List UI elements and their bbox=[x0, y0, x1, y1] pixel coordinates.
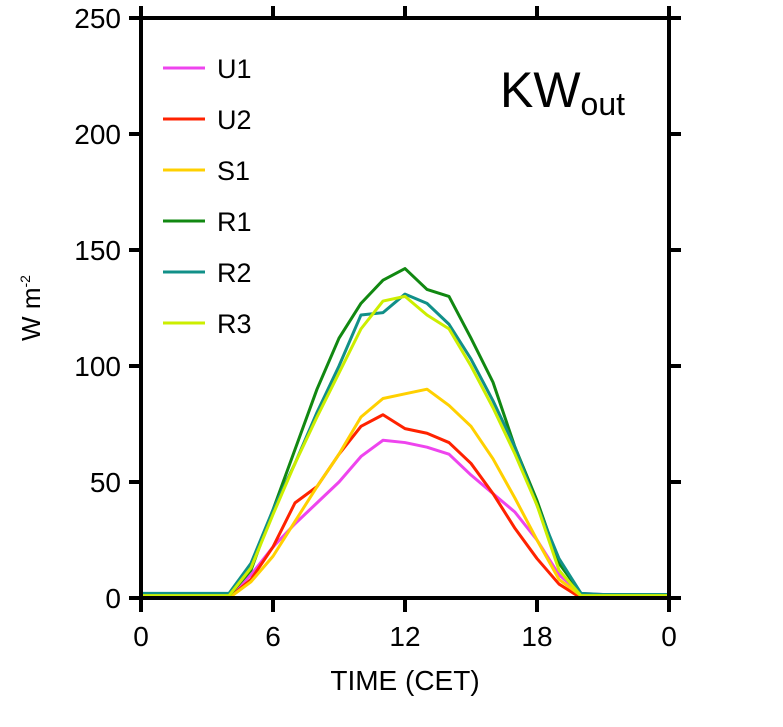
y-tick-label: 150 bbox=[74, 235, 121, 266]
legend-label-S1: S1 bbox=[217, 156, 250, 186]
y-tick-label: 50 bbox=[90, 467, 121, 498]
x-tick-label: 18 bbox=[521, 621, 552, 652]
x-tick-label: 0 bbox=[661, 621, 677, 652]
x-axis-label: TIME (CET) bbox=[330, 665, 479, 696]
y-axis-label: W m-2 bbox=[16, 275, 46, 341]
chart-title: KWout bbox=[500, 62, 625, 122]
y-tick-label: 250 bbox=[74, 3, 121, 34]
legend-label-R2: R2 bbox=[217, 258, 252, 288]
legend: U1 U2 S1 R1 R2 R3 bbox=[163, 54, 252, 339]
y-tick-label: 200 bbox=[74, 119, 121, 150]
x-tick-label: 6 bbox=[265, 621, 281, 652]
series-line-U1 bbox=[141, 438, 669, 598]
legend-label-U1: U1 bbox=[217, 54, 252, 84]
y-tick-label: 0 bbox=[105, 583, 121, 614]
series-line-R3 bbox=[141, 294, 669, 598]
legend-label-R3: R3 bbox=[217, 309, 252, 339]
x-tick-label: 12 bbox=[389, 621, 420, 652]
series-line-S1 bbox=[141, 387, 669, 600]
y-tick-label: 100 bbox=[74, 351, 121, 382]
legend-label-R1: R1 bbox=[217, 207, 252, 237]
series-line-R2 bbox=[141, 292, 669, 597]
legend-label-U2: U2 bbox=[217, 105, 252, 135]
x-tick-label: 0 bbox=[133, 621, 149, 652]
